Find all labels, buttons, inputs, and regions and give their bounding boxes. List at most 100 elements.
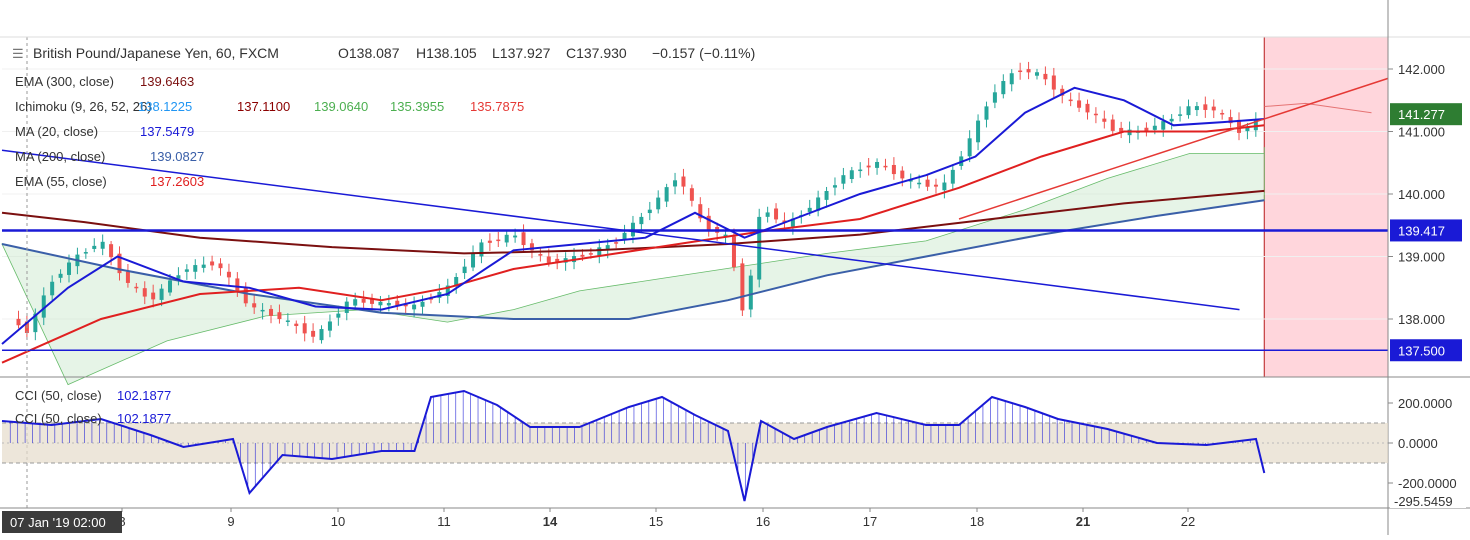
cci-tick-label: 0.0000 xyxy=(1398,436,1438,451)
candle-body xyxy=(976,120,981,143)
ohlc-open: O138.087 xyxy=(338,45,400,61)
price-tick-label: 139.000 xyxy=(1398,250,1445,265)
legend-value: 137.5479 xyxy=(140,124,194,139)
candle-body xyxy=(226,271,231,278)
candle-body xyxy=(361,298,366,303)
legend-value: 139.0827 xyxy=(150,149,204,164)
candle-body xyxy=(1043,73,1048,80)
candle-body xyxy=(1245,126,1250,132)
candle-body xyxy=(67,262,72,275)
candle-body xyxy=(1060,88,1065,96)
legend-value: 139.6463 xyxy=(140,74,194,89)
candle-body xyxy=(50,281,55,296)
candle-body xyxy=(538,254,543,256)
cci-tick-label: -200.0000 xyxy=(1398,476,1457,491)
time-tick-label: 10 xyxy=(331,514,345,529)
candle-body xyxy=(1203,104,1208,110)
candle-body xyxy=(513,235,518,238)
candle-body xyxy=(1102,118,1107,122)
price-tick-label: 141.000 xyxy=(1398,125,1445,140)
candle-body xyxy=(723,234,728,237)
candle-body xyxy=(614,242,619,244)
candle-body xyxy=(647,209,652,214)
ema300-line xyxy=(1,189,1265,255)
legend-label: Ichimoku (9, 26, 52, 26) xyxy=(15,99,152,114)
candle-body xyxy=(849,170,854,180)
bars-icon: ☰ xyxy=(12,46,24,61)
candle-body xyxy=(546,256,551,263)
candle-body xyxy=(193,265,198,272)
candle-body xyxy=(487,240,492,243)
cloud-forecast-line xyxy=(1264,102,1372,114)
candle-body xyxy=(1169,118,1174,122)
candle-body xyxy=(462,266,467,274)
candle-body xyxy=(142,288,147,297)
candle-body xyxy=(1186,106,1191,116)
candle-body xyxy=(386,303,391,306)
candle-body xyxy=(1093,113,1098,116)
candle-body xyxy=(1034,72,1039,76)
candle-body xyxy=(992,92,997,103)
candle-body xyxy=(664,187,669,202)
cci-cut-label: -295.5459 xyxy=(1394,494,1453,509)
candle-body xyxy=(159,288,164,300)
candle-body xyxy=(479,242,484,257)
candle-body xyxy=(277,312,282,320)
candle-body xyxy=(1194,106,1199,111)
candle-body xyxy=(1068,99,1073,102)
candle-body xyxy=(1009,73,1014,85)
ohlc-change: −0.157 (−0.11%) xyxy=(652,45,755,61)
candle-body xyxy=(622,232,627,241)
ma20-line xyxy=(1,86,1265,345)
candle-body xyxy=(218,263,223,269)
candle-body xyxy=(1018,70,1023,73)
time-cursor-label: 07 Jan '19 02:00 xyxy=(10,515,106,530)
candle-body xyxy=(858,169,863,172)
price-marker-label: 141.277 xyxy=(1398,107,1445,122)
candle-body xyxy=(1253,119,1258,131)
candle-body xyxy=(176,275,181,279)
price-tick-label: 140.000 xyxy=(1398,187,1445,202)
legend-value: 138.1225 xyxy=(138,99,192,114)
candle-body xyxy=(681,176,686,187)
time-tick-label: 18 xyxy=(970,514,984,529)
candle-body xyxy=(774,208,779,220)
legend-value: 135.7875 xyxy=(470,99,524,114)
candle-body xyxy=(302,323,307,334)
candle-body xyxy=(269,308,274,316)
candle-body xyxy=(673,180,678,187)
candle-body xyxy=(201,264,206,268)
candle-body xyxy=(285,320,290,322)
candle-body xyxy=(403,303,408,307)
candle-body xyxy=(125,271,130,283)
legend-label: MA (20, close) xyxy=(15,124,98,139)
cci-cut-bg xyxy=(1390,492,1466,508)
candle-body xyxy=(984,106,989,120)
time-tick-label: 14 xyxy=(543,514,558,529)
candle-body xyxy=(816,197,821,211)
legend-label: MA (200, close) xyxy=(15,149,105,164)
candle-body xyxy=(235,278,240,291)
candle-body xyxy=(807,207,812,212)
time-tick-label: 21 xyxy=(1076,514,1090,529)
candle-body xyxy=(1228,117,1233,124)
candle-body xyxy=(83,252,88,254)
legend-label: EMA (300, close) xyxy=(15,74,114,89)
candle-body xyxy=(1152,125,1157,130)
candle-body xyxy=(134,286,139,289)
candle-body xyxy=(605,245,610,251)
candle-body xyxy=(841,175,846,184)
candle-body xyxy=(445,285,450,296)
candle-body xyxy=(1051,75,1056,90)
candle-body xyxy=(731,236,736,268)
candle-body xyxy=(521,232,526,246)
candle-body xyxy=(243,286,248,304)
ohlc-high: H138.105 xyxy=(416,45,477,61)
candle-body xyxy=(1077,100,1082,108)
candle-body xyxy=(496,239,501,242)
legend-value: 139.0640 xyxy=(314,99,368,114)
candle-body xyxy=(866,165,871,168)
price-marker-label: 139.417 xyxy=(1398,223,1445,238)
cci-legend-label: CCI (50, close) xyxy=(15,411,102,426)
